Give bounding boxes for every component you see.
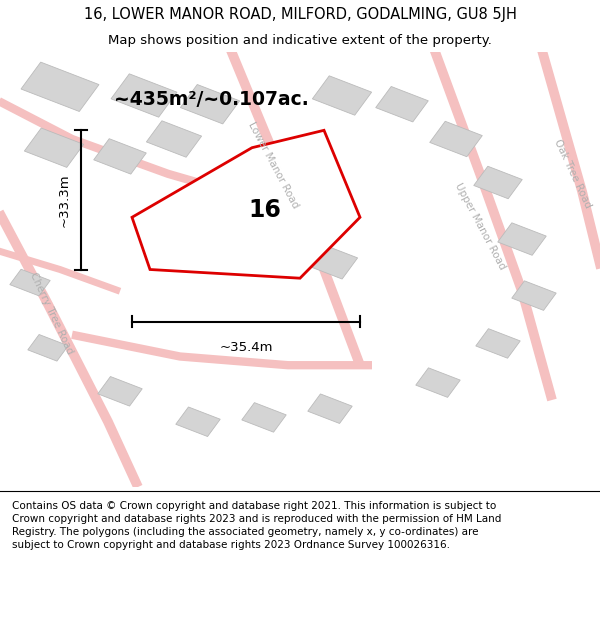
Text: Lower Manor Road: Lower Manor Road (246, 120, 300, 210)
Polygon shape (308, 394, 352, 424)
Text: ~435m²/~0.107ac.: ~435m²/~0.107ac. (114, 91, 309, 109)
Text: Contains OS data © Crown copyright and database right 2021. This information is : Contains OS data © Crown copyright and d… (12, 501, 502, 551)
Polygon shape (376, 86, 428, 122)
Polygon shape (146, 121, 202, 158)
Polygon shape (25, 128, 83, 168)
Polygon shape (242, 402, 286, 432)
Polygon shape (21, 62, 99, 111)
Polygon shape (416, 368, 460, 398)
Polygon shape (132, 130, 360, 278)
Text: Map shows position and indicative extent of the property.: Map shows position and indicative extent… (108, 34, 492, 47)
Polygon shape (111, 74, 177, 117)
Polygon shape (161, 206, 223, 246)
Polygon shape (176, 407, 220, 436)
Text: ~35.4m: ~35.4m (219, 341, 273, 354)
Polygon shape (313, 76, 371, 115)
Polygon shape (28, 334, 68, 361)
Text: 16, LOWER MANOR ROAD, MILFORD, GODALMING, GU8 5JH: 16, LOWER MANOR ROAD, MILFORD, GODALMING… (83, 7, 517, 22)
Polygon shape (235, 184, 293, 224)
Text: ~33.3m: ~33.3m (58, 173, 71, 227)
Polygon shape (302, 242, 358, 279)
Polygon shape (10, 269, 50, 296)
Polygon shape (498, 222, 546, 255)
Polygon shape (476, 329, 520, 358)
Polygon shape (474, 166, 522, 199)
Polygon shape (512, 281, 556, 311)
Text: Oak Tree Road: Oak Tree Road (553, 138, 593, 210)
Polygon shape (430, 121, 482, 157)
Text: 16: 16 (248, 198, 281, 222)
Text: Cherry Tree Road: Cherry Tree Road (28, 271, 74, 356)
Text: Upper Manor Road: Upper Manor Road (453, 181, 507, 271)
Polygon shape (98, 376, 142, 406)
Polygon shape (181, 84, 239, 124)
Polygon shape (94, 139, 146, 174)
